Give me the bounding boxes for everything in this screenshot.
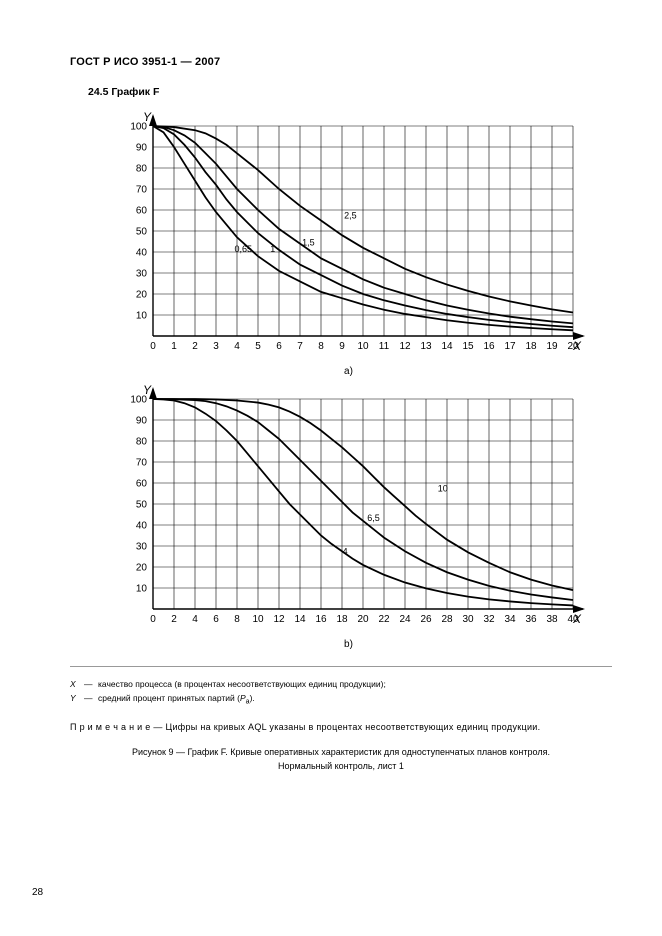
- svg-text:2: 2: [192, 341, 198, 352]
- svg-text:15: 15: [462, 341, 474, 352]
- svg-text:10: 10: [136, 584, 148, 595]
- svg-text:6: 6: [276, 341, 282, 352]
- legend-x-text: качество процесса (в процентах несоответ…: [98, 677, 386, 691]
- svg-text:80: 80: [136, 437, 148, 448]
- chart-b-x-label: X: [573, 612, 581, 626]
- svg-text:50: 50: [136, 227, 148, 238]
- chart-b-subcaption: b): [105, 639, 592, 650]
- svg-text:90: 90: [136, 416, 148, 427]
- svg-text:70: 70: [136, 185, 148, 196]
- svg-text:26: 26: [420, 614, 432, 625]
- svg-text:14: 14: [441, 341, 453, 352]
- svg-text:60: 60: [136, 206, 148, 217]
- svg-text:2: 2: [171, 614, 177, 625]
- svg-text:40: 40: [136, 248, 148, 259]
- svg-text:10: 10: [357, 341, 369, 352]
- svg-text:16: 16: [483, 341, 495, 352]
- svg-text:13: 13: [420, 341, 432, 352]
- svg-text:1,5: 1,5: [302, 238, 315, 248]
- chart-a: Y X 012345678910111213141516171819201020…: [105, 112, 612, 360]
- svg-text:30: 30: [136, 542, 148, 553]
- chart-b-y-label: Y: [143, 383, 151, 397]
- svg-text:12: 12: [399, 341, 411, 352]
- legend-y: Y — средний процент принятых партий (Pa)…: [70, 691, 612, 708]
- chart-b: Y X 024681012141618202224262830323436384…: [105, 385, 612, 633]
- svg-text:19: 19: [546, 341, 558, 352]
- page: ГОСТ Р ИСО 3951-1 — 2007 24.5 График F Y…: [0, 0, 662, 936]
- legend-x: X — качество процесса (в процентах несоо…: [70, 677, 612, 691]
- svg-text:5: 5: [255, 341, 261, 352]
- svg-text:6: 6: [213, 614, 219, 625]
- svg-text:12: 12: [273, 614, 285, 625]
- svg-text:90: 90: [136, 143, 148, 154]
- svg-text:36: 36: [525, 614, 537, 625]
- svg-text:30: 30: [136, 269, 148, 280]
- svg-text:9: 9: [339, 341, 345, 352]
- svg-text:14: 14: [294, 614, 306, 625]
- svg-text:18: 18: [525, 341, 537, 352]
- svg-text:60: 60: [136, 479, 148, 490]
- svg-text:6,5: 6,5: [367, 513, 380, 523]
- svg-text:10: 10: [136, 311, 148, 322]
- svg-text:11: 11: [379, 341, 390, 352]
- svg-text:0,65: 0,65: [235, 244, 253, 254]
- legend-y-sym: Y: [70, 691, 84, 708]
- page-number: 28: [32, 887, 43, 898]
- svg-text:4: 4: [343, 546, 348, 556]
- svg-text:16: 16: [315, 614, 327, 625]
- svg-text:4: 4: [192, 614, 198, 625]
- svg-text:18: 18: [336, 614, 348, 625]
- chart-a-y-label: Y: [143, 110, 151, 124]
- svg-text:70: 70: [136, 458, 148, 469]
- svg-text:3: 3: [213, 341, 219, 352]
- svg-text:30: 30: [462, 614, 474, 625]
- section-title: 24.5 График F: [88, 86, 612, 98]
- legend: X — качество процесса (в процентах несоо…: [70, 666, 612, 708]
- svg-text:40: 40: [136, 521, 148, 532]
- svg-text:20: 20: [136, 290, 148, 301]
- svg-text:2,5: 2,5: [344, 210, 357, 220]
- svg-text:50: 50: [136, 500, 148, 511]
- chart-b-svg: 0246810121416182022242628303234363840102…: [105, 385, 585, 633]
- svg-text:24: 24: [399, 614, 411, 625]
- svg-text:20: 20: [136, 563, 148, 574]
- chart-a-x-label: X: [573, 339, 581, 353]
- svg-text:17: 17: [504, 341, 516, 352]
- svg-text:1: 1: [270, 244, 275, 254]
- svg-text:8: 8: [234, 614, 240, 625]
- standard-header: ГОСТ Р ИСО 3951-1 — 2007: [70, 56, 612, 68]
- svg-text:7: 7: [297, 341, 303, 352]
- svg-text:10: 10: [438, 483, 448, 493]
- legend-y-text: средний процент принятых партий (Pa).: [98, 691, 255, 708]
- svg-text:32: 32: [483, 614, 495, 625]
- note: П р и м е ч а н и е — Цифры на кривых AQ…: [70, 722, 612, 732]
- svg-text:0: 0: [150, 614, 156, 625]
- svg-text:8: 8: [318, 341, 324, 352]
- chart-a-subcaption: а): [105, 366, 592, 377]
- svg-text:10: 10: [252, 614, 264, 625]
- svg-text:28: 28: [441, 614, 453, 625]
- legend-x-sym: X: [70, 677, 84, 691]
- svg-text:22: 22: [378, 614, 390, 625]
- svg-text:4: 4: [234, 341, 240, 352]
- svg-text:1: 1: [171, 341, 177, 352]
- chart-a-svg: 0123456789101112131415161718192010203040…: [105, 112, 585, 360]
- svg-text:34: 34: [504, 614, 516, 625]
- svg-text:0: 0: [150, 341, 156, 352]
- svg-text:80: 80: [136, 164, 148, 175]
- figure-caption: Рисунок 9 — График F. Кривые оперативных…: [70, 746, 612, 773]
- svg-text:20: 20: [357, 614, 369, 625]
- svg-text:38: 38: [546, 614, 558, 625]
